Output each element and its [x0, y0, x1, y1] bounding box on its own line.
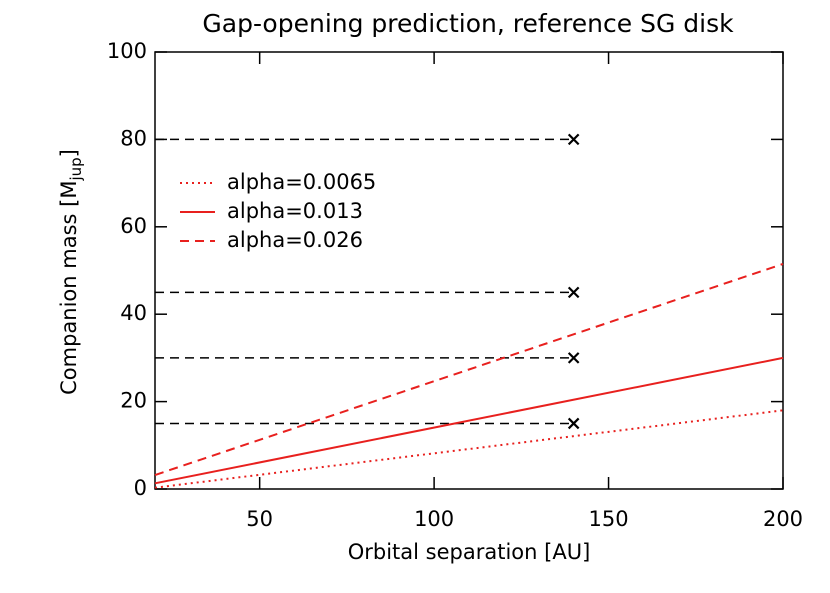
x-tick-label: 200	[763, 507, 803, 531]
y-tick-label: 60	[120, 214, 147, 238]
series-line	[154, 262, 784, 476]
series-line	[154, 356, 784, 485]
legend-label: alpha=0.0065	[227, 170, 376, 194]
marker	[567, 133, 580, 146]
y-tick-label: 40	[120, 301, 147, 325]
marker	[567, 417, 580, 430]
y-tick-label: 100	[107, 39, 147, 63]
legend-label: alpha=0.026	[227, 228, 363, 252]
y-axis-label-end: ]	[57, 149, 81, 157]
y-axis-label-sub: jup	[67, 157, 85, 181]
y-axis-label: Companion mass [Mjup]	[57, 149, 85, 395]
series-line	[154, 409, 784, 489]
plot-frame	[154, 51, 784, 490]
marker	[567, 286, 580, 299]
x-axis-label: Orbital separation [AU]	[348, 540, 591, 564]
chart-title: Gap-opening prediction, reference SG dis…	[202, 9, 734, 38]
marker	[567, 352, 580, 364]
x-tick-label: 100	[414, 507, 454, 531]
x-tick-label: 150	[589, 507, 629, 531]
x-tick-label: 50	[246, 507, 273, 531]
y-axis-label-main: Companion mass [M	[57, 181, 81, 395]
y-tick-label: 0	[134, 476, 147, 500]
y-tick-label: 20	[120, 389, 147, 413]
y-tick-label: 80	[120, 126, 147, 150]
legend-label: alpha=0.013	[227, 199, 363, 223]
